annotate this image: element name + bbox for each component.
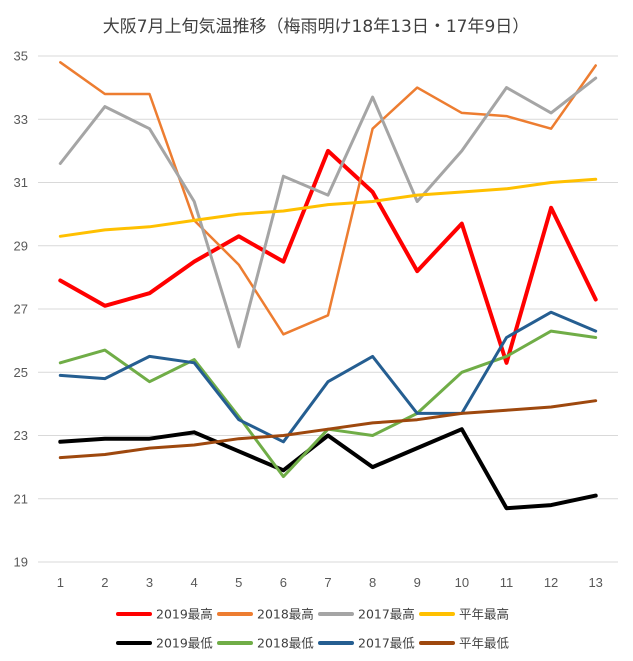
legend: 2019最高 2018最高 2017最高 平年最高 2019最低 2018最低 2017最低… bbox=[116, 607, 510, 651]
legend-label: 2017最高 bbox=[358, 607, 415, 622]
y-tick-label: 27 bbox=[14, 302, 28, 317]
legend-label: 平年最低 bbox=[459, 636, 510, 651]
x-tick-label: 10 bbox=[455, 575, 469, 590]
legend-item: 平年最低 bbox=[419, 636, 510, 651]
x-tick-label: 6 bbox=[280, 575, 287, 590]
legend-label: 2019最低 bbox=[156, 636, 213, 651]
legend-item: 2017最低 bbox=[318, 636, 415, 651]
y-tick-label: 33 bbox=[14, 112, 28, 127]
series-line-2 bbox=[58, 76, 598, 349]
series-lines bbox=[58, 61, 598, 511]
x-tick-label: 1 bbox=[57, 575, 64, 590]
y-tick-label: 25 bbox=[14, 365, 28, 380]
legend-label: 2018最低 bbox=[257, 636, 314, 651]
y-tick-label: 23 bbox=[14, 428, 28, 443]
series-line-7 bbox=[58, 399, 598, 460]
legend-item: 2018最高 bbox=[217, 607, 314, 622]
y-tick-label: 21 bbox=[14, 491, 28, 506]
y-tick-label: 29 bbox=[14, 238, 28, 253]
series-line-5 bbox=[58, 329, 598, 479]
grid bbox=[38, 55, 618, 563]
series-line-4 bbox=[58, 427, 598, 511]
legend-label: 2019最高 bbox=[156, 607, 213, 622]
legend-label: 2017最低 bbox=[358, 636, 415, 651]
x-tick-label: 7 bbox=[324, 575, 331, 590]
legend-item: 2018最低 bbox=[217, 636, 314, 651]
series-line-6 bbox=[58, 310, 598, 444]
x-axis-ticks: 1 2 3 4 5 6 7 8 9 10 11 12 13 bbox=[57, 575, 603, 590]
y-axis-ticks: 19 21 23 25 27 29 31 33 35 bbox=[14, 49, 28, 570]
y-tick-label: 35 bbox=[14, 49, 28, 64]
y-tick-label: 19 bbox=[14, 555, 28, 570]
legend-label: 2018最高 bbox=[257, 607, 314, 622]
legend-item: 2019最低 bbox=[116, 636, 213, 651]
legend-item: 平年最高 bbox=[419, 607, 509, 622]
series-line-1 bbox=[59, 61, 597, 336]
chart-title: 大阪7月上旬気温推移（梅雨明け18年13日・17年9日） bbox=[103, 17, 530, 37]
series-line-0 bbox=[58, 148, 598, 365]
x-tick-label: 9 bbox=[414, 575, 421, 590]
x-tick-label: 5 bbox=[235, 575, 242, 590]
x-tick-label: 3 bbox=[146, 575, 153, 590]
legend-item: 2019最高 bbox=[116, 607, 213, 622]
x-tick-label: 8 bbox=[369, 575, 376, 590]
x-tick-label: 12 bbox=[544, 575, 558, 590]
series-line-3 bbox=[58, 177, 598, 238]
x-tick-label: 4 bbox=[191, 575, 198, 590]
x-tick-label: 2 bbox=[101, 575, 108, 590]
x-tick-label: 13 bbox=[588, 575, 602, 590]
legend-item: 2017最高 bbox=[318, 607, 415, 622]
legend-label: 平年最高 bbox=[459, 607, 509, 622]
x-tick-label: 11 bbox=[500, 575, 514, 590]
y-tick-label: 31 bbox=[14, 175, 28, 190]
